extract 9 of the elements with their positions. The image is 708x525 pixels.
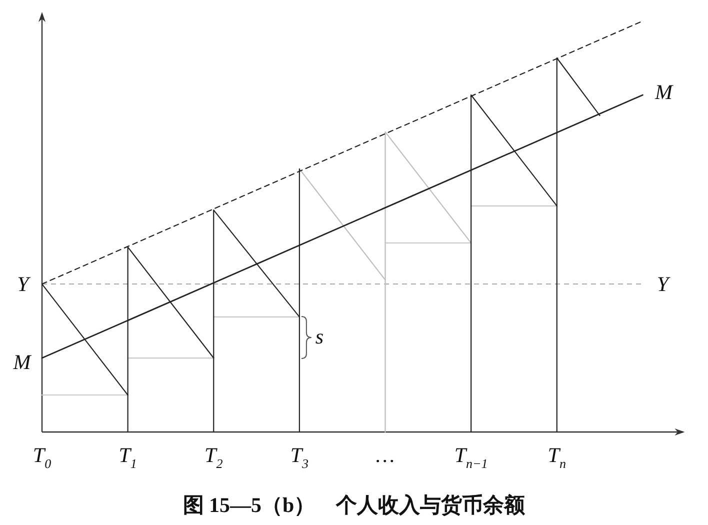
x-tick-label: T$_{2}$ xyxy=(204,443,223,471)
x-tick-label: T$_{3}$ xyxy=(290,443,309,471)
x-tick-label: T$_{0}$ xyxy=(32,443,52,471)
x-tick-label: … xyxy=(376,443,395,467)
x-tick-label: T$_{n}$ xyxy=(548,443,566,471)
title: 图 15—5（b） 个人收入与货币余额 xyxy=(182,493,526,517)
x-tick-label: T$_{n−1}$ xyxy=(454,443,488,471)
annotation: s xyxy=(315,324,324,348)
x-tick-label: T$_{1}$ xyxy=(118,443,137,471)
